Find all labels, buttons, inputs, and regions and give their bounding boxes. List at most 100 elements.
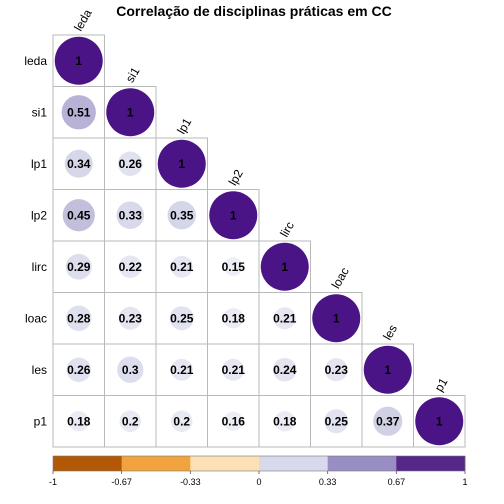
correlation-circle — [363, 345, 412, 394]
correlation-circle — [324, 358, 348, 382]
cell-p1-lp1: 0.2 — [155, 395, 208, 448]
row-label-loac: loac — [25, 311, 47, 325]
correlation-circle — [66, 357, 91, 382]
cell-loac-leda: 0.28 — [52, 292, 105, 345]
legend-color-block — [53, 456, 122, 471]
correlation-circle — [209, 191, 258, 240]
correlation-value: 0.3 — [122, 363, 139, 377]
cell-p1-les: 0.37 — [361, 395, 414, 448]
legend-tick-label: 1 — [462, 477, 467, 487]
correlation-value: 0.23 — [119, 311, 143, 325]
correlation-value: 0.34 — [67, 157, 91, 171]
correlation-circle — [62, 199, 95, 232]
correlation-circle — [106, 88, 155, 137]
correlation-cells: 10.51 10.34 0.26 10.45 0.33 0.35 10.29 0.22 0.21… — [52, 34, 466, 448]
cell-p1-lirc: 0.18 — [258, 395, 311, 448]
correlation-circle — [61, 95, 96, 130]
correlation-circle — [273, 307, 296, 330]
correlation-value: 0.23 — [325, 363, 349, 377]
legend-color-block — [190, 456, 260, 471]
correlation-value: 0.2 — [122, 414, 139, 428]
cell-les-lp1: 0.21 — [155, 343, 208, 396]
cell-lirc-lirc: 1 — [258, 240, 311, 293]
correlation-value: 1 — [436, 414, 443, 428]
correlation-circle — [118, 151, 143, 176]
cell-loac-si1: 0.23 — [104, 292, 157, 345]
row-label-p1: p1 — [34, 414, 48, 428]
correlation-value: 0.18 — [67, 414, 91, 428]
correlation-value: 0.35 — [170, 208, 194, 222]
column-label-lp2: lp2 — [226, 167, 246, 188]
correlation-value: 0.28 — [67, 311, 91, 325]
correlation-circle — [118, 306, 142, 330]
correlation-circle — [171, 410, 193, 432]
correlation-circle — [116, 201, 145, 230]
correlation-value: 0.29 — [67, 260, 91, 274]
cell-les-loac: 0.23 — [310, 343, 363, 396]
correlation-circle — [272, 357, 297, 382]
legend-tick-label: -1 — [49, 477, 57, 487]
correlation-value: 0.21 — [273, 311, 297, 325]
correlation-circle — [274, 411, 295, 432]
correlation-value: 1 — [384, 363, 391, 377]
correlation-value: 0.15 — [222, 260, 246, 274]
correlation-value: 0.24 — [273, 363, 297, 377]
cell-les-si1: 0.3 — [104, 343, 157, 396]
row-labels: leda si1 lp1 lp2 lirc loac les p1 — [24, 54, 47, 429]
legend-color-block — [259, 456, 328, 471]
cell-lp1-si1: 0.26 — [104, 137, 157, 190]
cell-lirc-leda: 0.29 — [52, 240, 105, 293]
correlation-value: 1 — [178, 157, 185, 171]
correlation-value: 1 — [333, 311, 340, 325]
correlation-value: 0.25 — [325, 414, 349, 428]
cell-lirc-si1: 0.22 — [104, 240, 157, 293]
correlation-value: 0.21 — [170, 363, 194, 377]
cell-lirc-lp2: 0.15 — [207, 240, 260, 293]
correlation-value: 1 — [281, 260, 288, 274]
correlation-circle — [54, 36, 103, 85]
correlation-circle — [157, 139, 206, 188]
chart-title: Correlação de disciplinas práticas em CC — [116, 3, 391, 19]
cell-loac-loac: 1 — [310, 292, 363, 345]
correlation-circle — [167, 201, 196, 230]
cell-si1-leda: 0.51 — [52, 86, 105, 139]
cell-lp2-leda: 0.45 — [52, 189, 105, 242]
correlation-value: 1 — [75, 54, 82, 68]
legend-tick-label: 0.67 — [388, 477, 406, 487]
legend-tick-label: 0 — [256, 477, 261, 487]
correlation-circle — [66, 305, 92, 331]
column-label-lp1: lp1 — [174, 115, 194, 136]
correlation-value: 0.21 — [222, 363, 246, 377]
correlation-circle — [223, 308, 244, 329]
correlation-value: 0.45 — [67, 208, 91, 222]
column-label-les: les — [380, 322, 400, 342]
correlation-circle — [373, 406, 403, 436]
correlation-value: 0.2 — [173, 414, 190, 428]
row-label-lp1: lp1 — [31, 157, 47, 171]
cell-loac-lp1: 0.25 — [155, 292, 208, 345]
correlation-value: 0.26 — [119, 157, 143, 171]
cell-les-lirc: 0.24 — [258, 343, 311, 396]
row-label-si1: si1 — [32, 105, 48, 119]
legend-tick-label: -0.33 — [180, 477, 201, 487]
legend-tick-label: 0.33 — [319, 477, 337, 487]
cell-lp2-si1: 0.33 — [104, 189, 157, 242]
correlation-value: 0.16 — [222, 414, 246, 428]
row-label-leda: leda — [24, 54, 47, 68]
cell-lp1-leda: 0.34 — [52, 137, 105, 190]
correlation-value: 0.33 — [119, 208, 143, 222]
legend-color-block — [396, 456, 466, 471]
correlation-value: 0.21 — [170, 260, 194, 274]
column-label-leda: leda — [71, 7, 95, 34]
cell-si1-si1: 1 — [104, 86, 157, 139]
column-label-si1: si1 — [123, 64, 143, 85]
legend-tick-label: -0.67 — [111, 477, 132, 487]
correlation-circle — [223, 411, 243, 431]
correlation-circle — [169, 306, 194, 331]
legend-color-block — [121, 456, 191, 471]
correlation-value: 1 — [127, 105, 134, 119]
cell-p1-leda: 0.18 — [52, 395, 105, 448]
correlation-value: 0.18 — [273, 414, 297, 428]
cell-les-les: 1 — [361, 343, 414, 396]
